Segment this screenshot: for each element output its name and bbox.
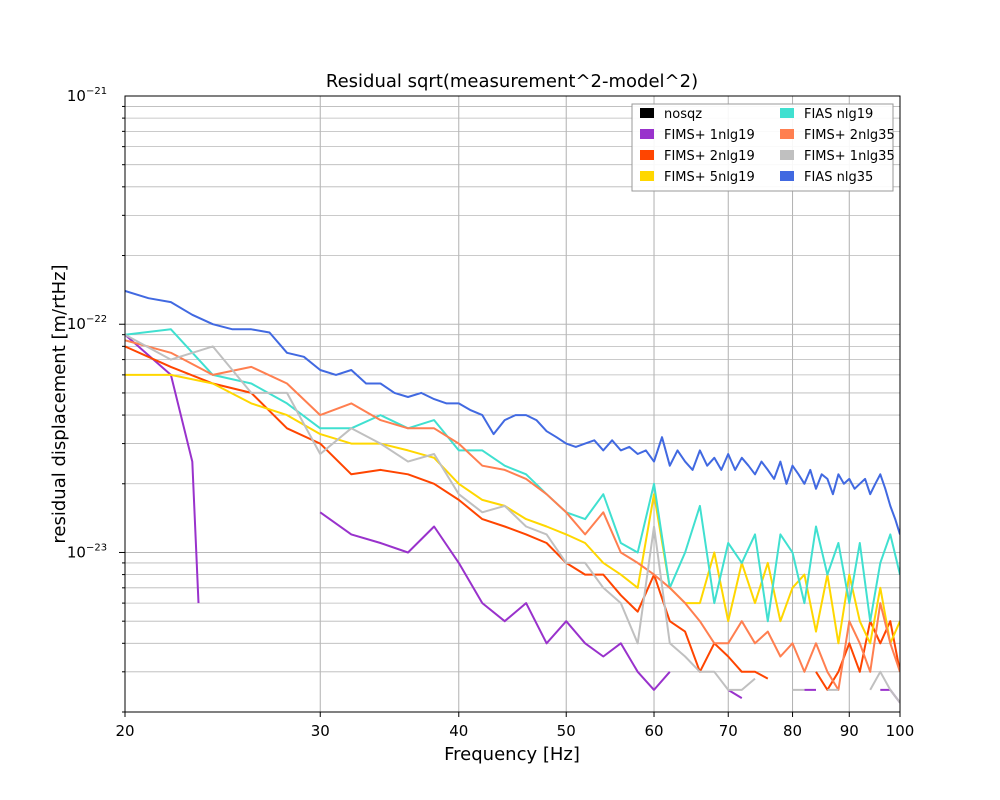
x-tick-label: 20 [115,722,134,740]
x-tick-label: 70 [719,722,738,740]
legend-swatch [780,150,794,160]
series-line-fias-nlg19 [125,328,900,623]
series-line-fims-1nlg19 [125,333,900,704]
y-tick-exponent: −22 [86,314,107,325]
legend-label: FIMS+ 2nlg19 [664,149,755,164]
y-tick-label: 10−22 [67,314,107,333]
legend-label: nosqz [664,107,702,122]
y-tick-exponent: −23 [86,542,107,553]
legend-label: FIAS nlg35 [804,170,873,185]
series-lines [125,289,900,704]
x-tick-label: 50 [557,722,576,740]
legend-label: FIMS+ 1nlg19 [664,128,755,143]
y-tick-exponent: −21 [86,86,107,97]
legend-label: FIMS+ 1nlg35 [804,149,895,164]
x-tick-label: 40 [449,722,468,740]
y-tick-label: 10−21 [67,86,107,105]
series-line-fims-5nlg19 [125,373,900,645]
legend-swatch [640,171,654,181]
legend-label: FIAS nlg19 [804,107,873,122]
x-axis-label: Frequency [Hz] [444,744,580,765]
y-tick-label: 10−23 [67,542,107,561]
y-tick-base: 10 [67,543,86,561]
legend-swatch [780,108,794,118]
y-tick-base: 10 [67,87,86,105]
legend-swatch [780,171,794,181]
legend-swatch [640,129,654,139]
series-line-fims-1nlg35 [125,333,900,704]
plot-frame [124,95,901,713]
legend-label: FIMS+ 5nlg19 [664,170,755,185]
legend-swatch [640,150,654,160]
legend-swatch [640,108,654,118]
x-tick-label: 60 [644,722,663,740]
x-tick-label: 90 [840,722,859,740]
chart-title: Residual sqrt(measurement^2-model^2) [326,71,698,92]
legend-label: FIMS+ 2nlg35 [804,128,895,143]
legend: nosqz FIMS+ 1nlg19 FIMS+ 2nlg19 FIMS+ 5nlg1… [631,103,895,192]
x-tick-label: 30 [311,722,330,740]
series-line-fias-nlg35 [125,289,900,535]
series-line-fims-2nlg35 [125,339,900,691]
y-tick-base: 10 [67,315,86,333]
y-axis-label: residual displacement [m/rtHz] [49,264,70,543]
x-tick-label: 80 [783,722,802,740]
legend-box [631,103,894,192]
x-tick-label: 100 [886,722,915,740]
legend-swatch [780,129,794,139]
